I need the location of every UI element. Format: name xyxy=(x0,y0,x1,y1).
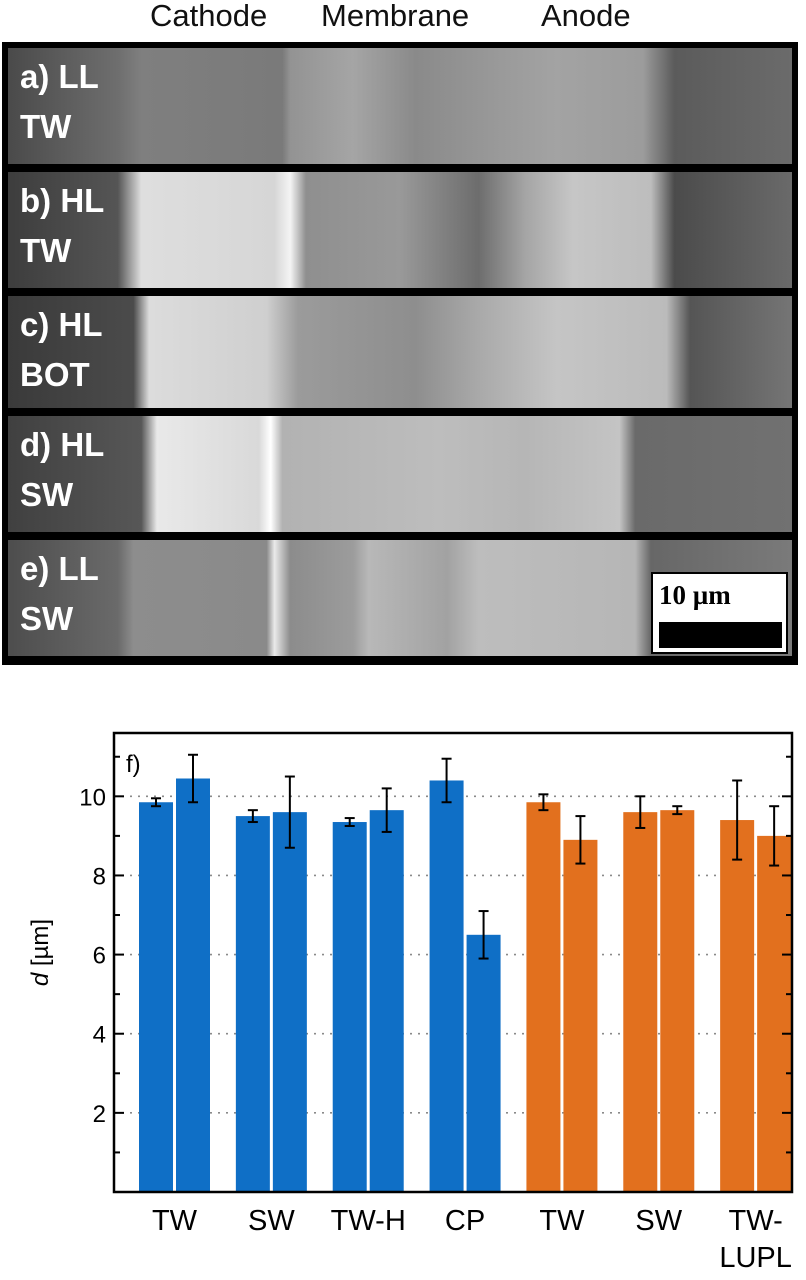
anode-label: Anode xyxy=(541,0,631,33)
bar xyxy=(369,810,404,1192)
y-tick-label: 10 xyxy=(79,784,106,811)
category-label: TW xyxy=(152,1205,198,1237)
bar xyxy=(429,780,464,1192)
strip-label-line1: e) LL xyxy=(20,550,99,587)
scale-bar-label: 10 µm xyxy=(659,580,731,610)
category-label: SW xyxy=(635,1205,682,1237)
sem-strip-a: a) LL TW xyxy=(8,48,792,164)
category-label: TW xyxy=(539,1205,585,1237)
strip-label-line1: d) HL xyxy=(20,426,105,463)
y-axis-label: d [µm] xyxy=(27,919,54,986)
bar xyxy=(176,778,210,1192)
strip-label-line1: b) HL xyxy=(20,182,105,219)
bar xyxy=(272,812,307,1192)
strip-label-line2: BOT xyxy=(20,356,90,393)
category-label: TW-H xyxy=(331,1205,406,1237)
cathode-label: Cathode xyxy=(150,0,268,33)
scale-bar-line xyxy=(659,622,782,648)
strip-label-line2: TW xyxy=(20,108,72,145)
sem-strip-c: c) HL BOT xyxy=(8,296,792,408)
sem-strip-b: b) HL TW xyxy=(8,172,792,288)
bar-chart: TW SW TW-H CP TW SW TW- LUPL 2 4 6 8 10 f) d [µm] xyxy=(27,731,794,1274)
y-tick-label: 8 xyxy=(93,863,106,890)
strip-label-line1: a) LL xyxy=(20,58,99,95)
strip-label-line2: TW xyxy=(20,232,72,269)
bar xyxy=(720,820,755,1192)
bar xyxy=(757,835,792,1192)
y-tick-label: 4 xyxy=(93,1022,106,1049)
panel-label: f) xyxy=(126,751,141,778)
y-tick-label: 2 xyxy=(93,1101,106,1128)
sem-image-panel: a) LL TW b) HL TW c) HL BOT d) HL SW e) … xyxy=(2,42,798,665)
sem-strip-d: d) HL SW xyxy=(8,416,792,532)
category-label: LUPL xyxy=(719,1242,792,1274)
layer-header: Cathode Membrane Anode xyxy=(0,0,806,40)
bar xyxy=(563,839,598,1192)
bar xyxy=(235,816,270,1192)
bar xyxy=(466,934,501,1192)
category-label: SW xyxy=(248,1205,295,1237)
strip-label-line2: SW xyxy=(20,600,74,637)
y-tick-label: 6 xyxy=(93,943,106,970)
bar xyxy=(332,822,367,1192)
strip-label-line2: SW xyxy=(20,476,74,513)
category-label: CP xyxy=(445,1205,485,1237)
membrane-label: Membrane xyxy=(321,0,470,33)
bar xyxy=(660,810,695,1192)
scale-bar: 10 µm xyxy=(651,572,788,654)
bar xyxy=(623,812,658,1192)
category-label: TW- xyxy=(729,1205,783,1237)
plot-frame xyxy=(112,731,794,1194)
strip-label-line1: c) HL xyxy=(20,306,103,343)
bar xyxy=(139,802,173,1192)
bar xyxy=(526,802,561,1192)
